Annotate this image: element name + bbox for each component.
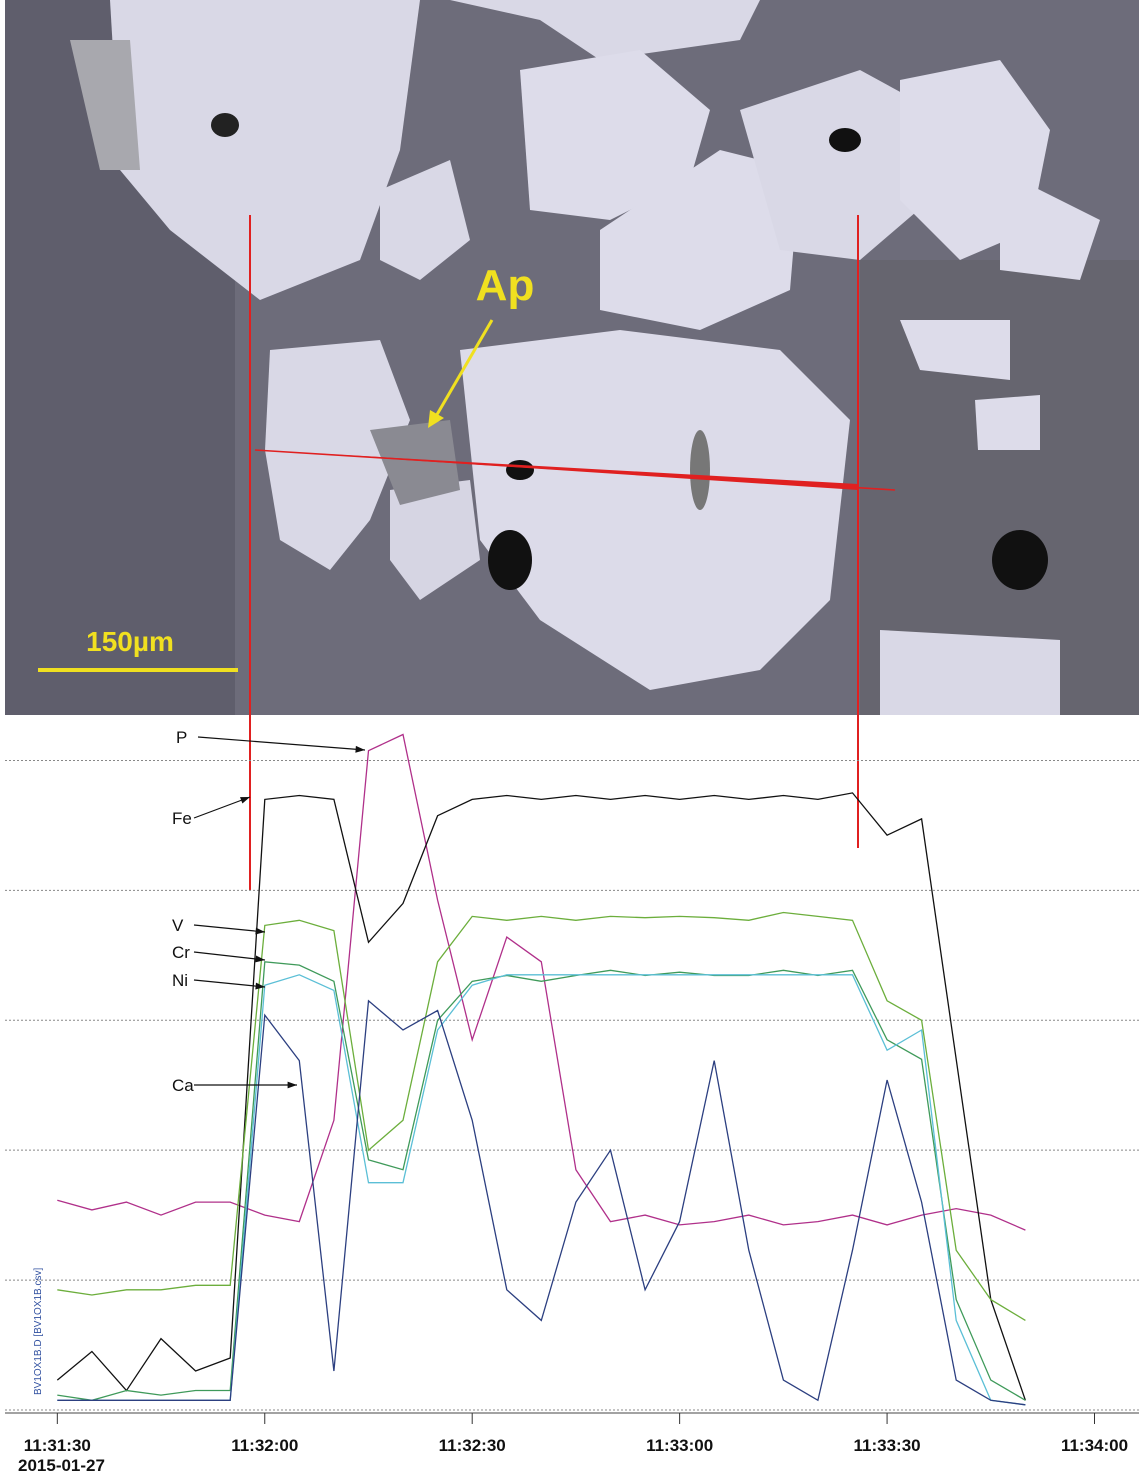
label-arrow — [197, 736, 366, 751]
file-label: BV1OX1B.D [BV1OX1B.csv] — [33, 1268, 44, 1395]
series-label: Ni — [172, 971, 188, 990]
x-tick-label: 11:33:00 — [646, 1436, 713, 1455]
x-tick-label: 11:32:00 — [231, 1436, 298, 1455]
series-label: Fe — [172, 809, 192, 828]
label-arrow — [193, 951, 266, 961]
series-line — [57, 733, 1026, 1231]
x-tick-label: 11:31:30 — [24, 1436, 91, 1455]
x-tick-label: 11:33:30 — [854, 1436, 921, 1455]
series-line — [57, 961, 1026, 1401]
x-tick-label: 11:32:30 — [439, 1436, 506, 1455]
arrow-head — [355, 745, 365, 753]
scale-bar-label: 150µm — [86, 626, 174, 657]
label-arrow — [193, 924, 266, 933]
series-line — [57, 911, 1026, 1321]
chart: 11:31:30 11:32:00 11:32:30 11:33:00 11:33:30… — [5, 728, 1139, 1475]
x-tick-label: 11:34:00 — [1061, 1436, 1128, 1455]
series-label: V — [172, 916, 184, 935]
series-label: P — [176, 728, 187, 747]
arrow-head — [240, 797, 250, 804]
label-arrow — [193, 796, 251, 819]
series-line — [57, 999, 1026, 1406]
series-label: Cr — [172, 943, 190, 962]
arrow-head — [287, 1081, 297, 1089]
series-line — [57, 974, 1026, 1406]
arrow-head — [255, 955, 265, 963]
date-label: 2015-01-27 — [18, 1456, 105, 1475]
micrograph: Ap 150µm — [5, 0, 1139, 890]
mineral-label: Ap — [476, 261, 535, 310]
arrow-head — [255, 927, 265, 935]
series-label: Ca — [172, 1076, 194, 1095]
label-arrow — [193, 979, 266, 988]
arrow-head — [255, 982, 265, 990]
series-line — [56, 792, 1027, 1401]
